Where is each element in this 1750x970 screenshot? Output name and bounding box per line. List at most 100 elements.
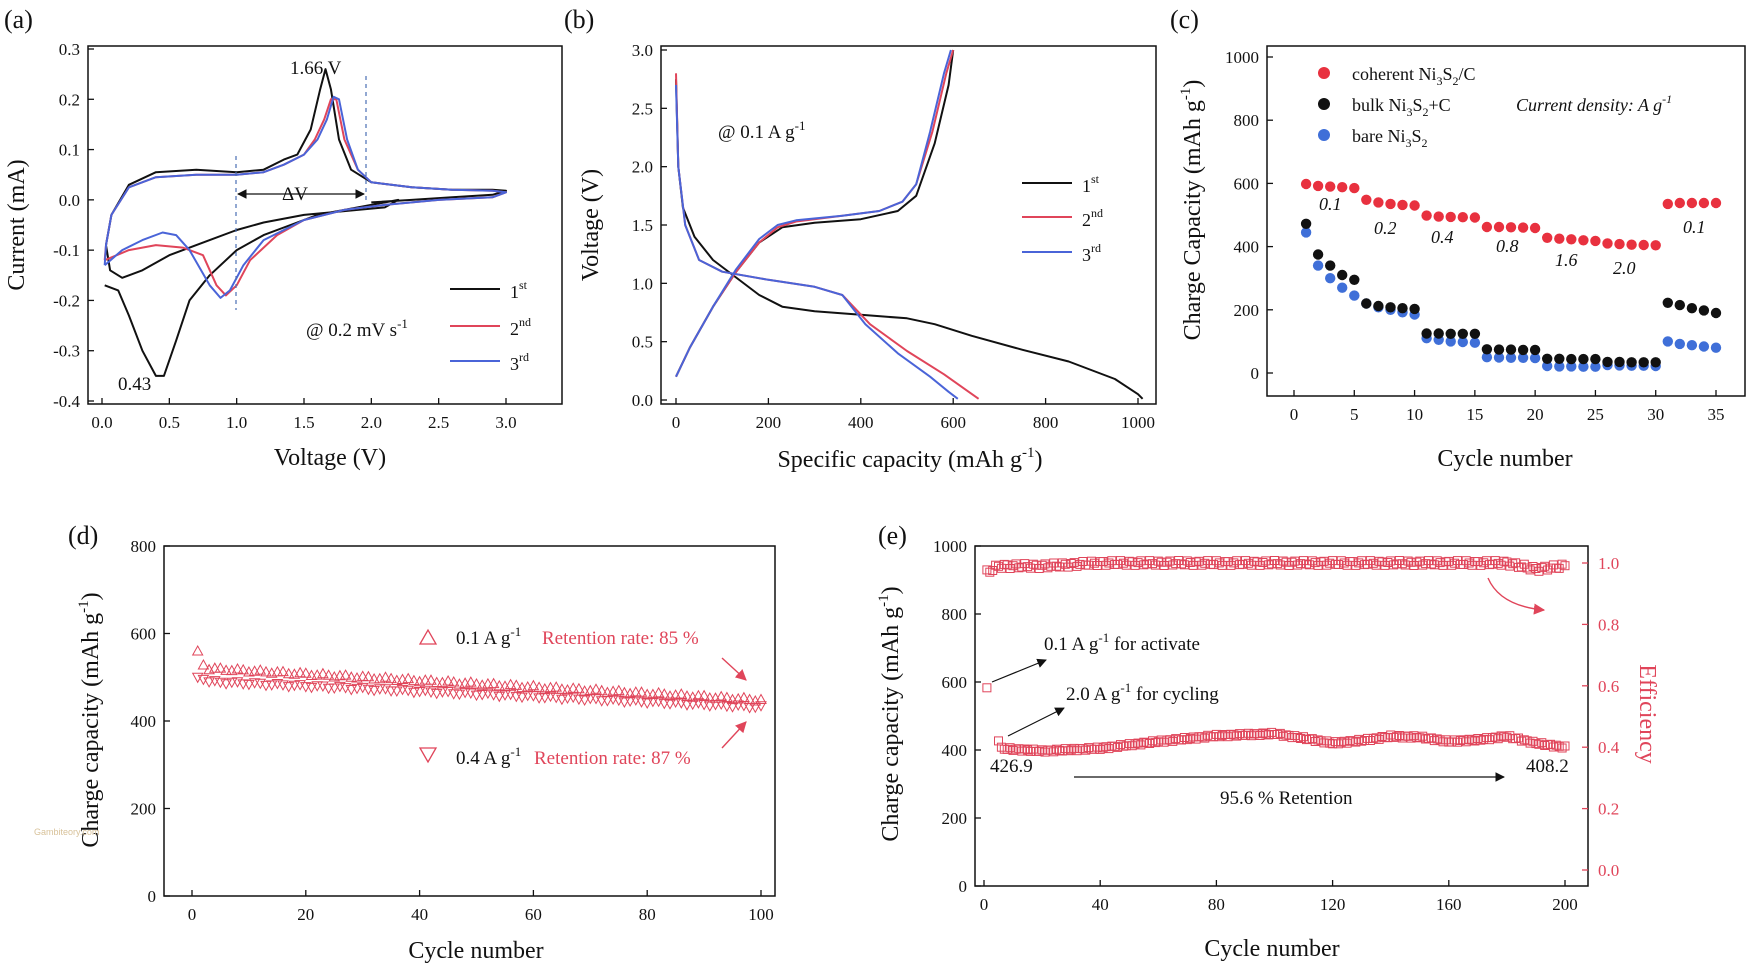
e-cap-point-97 [1261,729,1271,739]
e-cap-point-152 [1421,734,1431,744]
e-cap-point-184 [1514,733,1523,743]
a-xtick-label-3: 1.5 [293,413,314,432]
c-point-coherent-Ni3S2-C-6 [1361,194,1372,205]
e-cap-point-19 [1034,746,1044,756]
c-point-bulk-Ni3S2-C-15 [1469,328,1481,339]
d-marker-up-30 [356,670,369,681]
e-cap-point-57 [1145,739,1155,748]
arrow-87 [721,721,747,749]
e-cap-point-96 [1258,728,1268,738]
e-cap-point-169 [1470,736,1480,746]
d-marker-down-45 [442,687,454,698]
e-cap-point-158 [1438,737,1448,747]
arrow-cycling [1007,707,1065,737]
e-cap-point-109 [1296,734,1306,743]
e-cap-point-66 [1171,734,1181,744]
b-ytick-label-2: 1.0 [632,274,653,293]
d-marker-down-81 [647,696,659,708]
d-marker-down-88 [686,699,699,711]
e-cap-point-112 [1304,734,1314,744]
e-eff-point-113 [1307,556,1317,566]
e-cap-point-131 [1360,736,1370,745]
c-point-bare-Ni3S2-4 [1337,282,1348,293]
d-marker-up-46 [447,675,460,687]
c-point-coherent-Ni3S2-C-12 [1433,211,1444,222]
e-eff-point-109 [1296,559,1306,569]
e-cap-point-39 [1092,742,1102,752]
d-marker-up-100 [755,693,767,704]
e-cap-point-99 [1267,727,1277,737]
a-ytick-label-7: 0.3 [59,40,80,59]
e-cap-point-191 [1534,739,1544,749]
e-cap-point-36 [1084,743,1094,753]
e-cap-point-176 [1490,732,1500,742]
e-cap-point-198 [1554,741,1564,751]
rate-label-b: @ 0.1 A g-1 [718,118,805,143]
e-xtick-label-4: 160 [1436,895,1462,914]
d-marker-down-2 [197,674,210,686]
panel-a-series [103,68,507,377]
e-eff-point-20 [1037,560,1047,570]
panel-c-ticks: 0 5 10 15 20 25 30 35 0 200 400 600 800 1000 [1225,48,1725,424]
d-marker-up-56 [504,678,517,690]
c-ytick-label-2: 400 [1234,238,1260,257]
rate-labels: 0.1 0.2 0.4 0.8 1.6 2.0 0.1 [1319,194,1706,278]
c-xtick-label-1: 5 [1350,405,1359,424]
e-cap-point-177 [1493,734,1503,744]
e-eff-point-76 [1200,558,1210,568]
d-marker-up-50 [470,677,483,689]
d-xtick-label-2: 40 [411,905,428,924]
c-point-bulk-Ni3S2-C-1 [1300,218,1312,229]
c-point-bare-Ni3S2-22 [1554,361,1565,372]
d-marker-down-3 [203,677,215,688]
e-eff-point-157 [1435,558,1445,568]
b-xtick-label-3: 600 [940,413,966,432]
a-ytick-label-0: -0.4 [53,392,80,411]
e-cap-point-41 [1098,743,1108,753]
e-eff-point-161 [1447,560,1457,570]
d-marker-down-17 [282,682,295,693]
activate-label: 0.1 A g-1 for activate [1044,630,1200,655]
d-marker-down-100 [755,701,767,712]
e-cap-point-115 [1313,735,1323,745]
c-point-bulk-Ni3S2-C-4 [1337,269,1348,281]
panel-d-frame [163,545,776,897]
d-marker-up-28 [345,671,358,682]
e-xtick-label-2: 80 [1208,895,1225,914]
d-marker-down-65 [556,694,568,706]
d-marker-up-39 [408,674,420,686]
e-cap-point-29 [1063,746,1073,756]
e-cap-point-10 [1008,745,1018,755]
arrow-efficiency [1487,577,1546,615]
c-point-coherent-Ni3S2-C-18 [1505,222,1517,233]
panel-d-ylabel: Charge capacity (mAh g-1) [76,592,104,847]
rate-label-3: 0.4 [1431,227,1454,247]
e-xtick-label-1: 40 [1092,895,1109,914]
panel-c-series [1300,178,1722,372]
e-cap-point-142 [1392,732,1401,742]
c-point-coherent-Ni3S2-C-20 [1529,222,1541,234]
e-cap-start-point [994,736,1003,746]
d-marker-down-32 [368,685,380,697]
e-eff-point-99 [1267,559,1277,569]
e-cap-point-165 [1458,735,1468,745]
watermark: Gambiteory.com [34,827,100,837]
e-eff-point-192 [1537,563,1547,573]
e-eff-point-52 [1130,560,1140,570]
panel-c-ylabel: Charge Capacity (mAh g-1) [1178,80,1206,341]
e-eff-point-194 [1543,565,1553,575]
d-marker-down-29 [351,683,363,695]
e-cap-point-77 [1203,730,1213,740]
d-marker-down-43 [430,688,443,700]
d-marker-down-55 [499,690,511,701]
d-marker-up-2 [197,658,210,670]
e-cap-point-128 [1351,737,1361,747]
d-marker-down-80 [641,698,654,710]
c-point-bulk-Ni3S2-C-23 [1566,353,1577,365]
c-xtick-label-0: 0 [1290,405,1299,424]
e-cap-point-162 [1450,735,1460,745]
e-cap-point-72 [1188,732,1198,742]
c-point-coherent-Ni3S2-C-9 [1397,199,1408,211]
d-marker-down-10 [243,679,255,691]
